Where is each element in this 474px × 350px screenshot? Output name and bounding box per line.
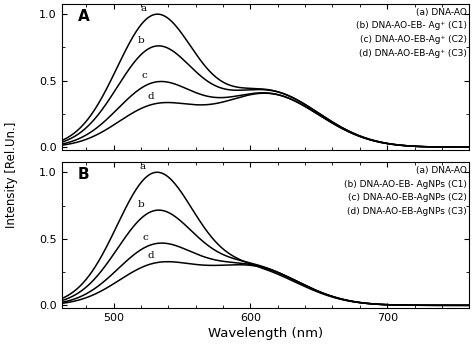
Text: a: a (140, 4, 146, 13)
Text: d: d (147, 251, 154, 260)
Text: B: B (78, 167, 90, 182)
Text: A: A (78, 9, 90, 25)
Text: b: b (138, 200, 145, 209)
Text: c: c (142, 71, 147, 80)
Text: (a) DNA-AO
(b) DNA-AO-EB- Ag⁺ (C1)
(c) DNA-AO-EB-Ag⁺ (C2)
(d) DNA-AO-EB-Ag⁺ (C3): (a) DNA-AO (b) DNA-AO-EB- Ag⁺ (C1) (c) D… (356, 8, 467, 57)
Text: c: c (142, 233, 148, 242)
Text: Intensity [Rel.Un.]: Intensity [Rel.Un.] (5, 122, 18, 228)
Text: a: a (140, 162, 146, 171)
Text: d: d (147, 92, 154, 101)
Text: (a) DNA-AO
(b) DNA-AO-EB- AgNPs (C1)
(c) DNA-AO-EB-AgNPs (C2)
(d) DNA-AO-EB-AgNP: (a) DNA-AO (b) DNA-AO-EB- AgNPs (C1) (c)… (344, 166, 467, 216)
X-axis label: Wavelength (nm): Wavelength (nm) (208, 327, 323, 340)
Text: b: b (138, 35, 145, 44)
